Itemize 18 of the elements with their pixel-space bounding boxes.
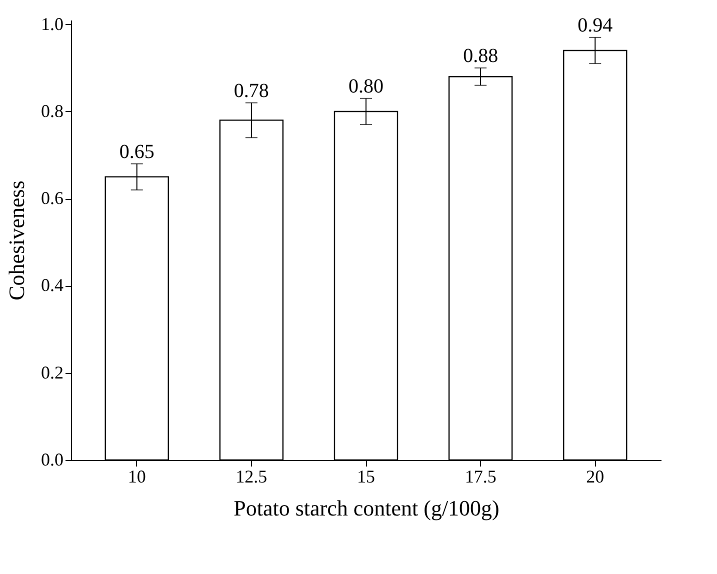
y-tick-label: 0.4 <box>41 275 64 296</box>
x-tick-label: 10 <box>128 466 146 486</box>
y-axis-title: Cohesiveness <box>4 180 29 300</box>
y-tick-label: 0.2 <box>41 362 64 382</box>
x-tick-label: 17.5 <box>464 466 496 486</box>
y-tick-label: 1.0 <box>41 14 64 34</box>
y-tick-label: 0.8 <box>41 100 64 121</box>
y-tick-label: 0.0 <box>41 450 64 470</box>
x-tick-label: 12.5 <box>236 466 268 486</box>
data-label: 0.65 <box>119 140 154 163</box>
y-tick-label: 0.6 <box>41 188 64 208</box>
x-tick-label: 15 <box>357 466 375 486</box>
data-label: 0.94 <box>578 14 613 36</box>
data-label: 0.80 <box>348 75 384 98</box>
x-axis-title: Potato starch content (g/100g) <box>234 496 500 520</box>
data-label: 0.78 <box>234 80 269 102</box>
data-label: 0.88 <box>463 44 498 67</box>
x-tick-label: 20 <box>586 466 604 486</box>
